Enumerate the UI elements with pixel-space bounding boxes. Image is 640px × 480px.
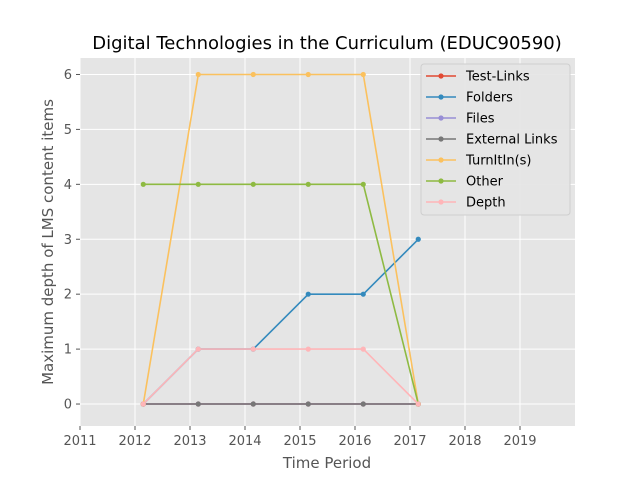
legend-label: External Links <box>466 133 558 148</box>
legend-item-other: Other <box>426 175 504 190</box>
data-point-other <box>360 181 366 187</box>
series-line-depth <box>142 348 419 405</box>
series-depth <box>140 346 421 407</box>
chart-title: Digital Technologies in the Curriculum (… <box>92 33 562 54</box>
legend-item-files: Files <box>426 112 495 127</box>
data-point-other <box>195 181 201 187</box>
series-layer <box>140 71 421 407</box>
legend-marker <box>438 115 444 121</box>
y-tick-label: 4 <box>64 178 72 193</box>
data-point-folders <box>360 291 366 297</box>
legend-item-turnitin-s: TurnItIn(s) <box>426 154 531 169</box>
y-tick-label: 6 <box>64 68 72 83</box>
y-tick-label: 3 <box>64 233 72 248</box>
series-external-links <box>140 401 421 407</box>
data-point-other <box>305 181 311 187</box>
legend-item-external-links: External Links <box>426 133 558 148</box>
data-point-turnitin-s <box>305 71 311 78</box>
series-line-turnitin-s <box>142 73 420 405</box>
data-point-depth <box>360 346 366 352</box>
x-axis-ticks: 2011 2012 2013 2014 2015 2016 2017 2018 2019 <box>63 426 537 449</box>
x-tick-label: 2019 <box>503 434 536 449</box>
y-axis-ticks: 0 1 2 3 4 5 6 <box>64 68 80 413</box>
legend-marker <box>438 73 444 79</box>
legend-item-test-links: Test-Links <box>426 70 530 85</box>
data-point-folders <box>305 291 311 297</box>
legend-label: Other <box>466 175 504 190</box>
legend-marker <box>438 199 444 205</box>
x-tick-label: 2017 <box>393 434 426 449</box>
legend-item-folders: Folders <box>426 91 513 106</box>
data-point-external-links <box>305 401 311 407</box>
y-tick-label: 5 <box>64 123 72 138</box>
legend-marker <box>438 178 444 184</box>
legend: Test-Links Folders Files External Links Turn… <box>420 63 571 216</box>
data-point-depth <box>305 346 311 352</box>
x-tick-label: 2018 <box>448 434 481 449</box>
data-point-turnitin-s <box>195 71 201 78</box>
legend-marker <box>438 136 444 142</box>
x-tick-label: 2015 <box>283 434 316 449</box>
data-point-folders <box>415 236 421 242</box>
legend-label: TurnItIn(s) <box>465 154 531 169</box>
legend-box <box>420 63 571 216</box>
series-line-other <box>143 183 420 405</box>
data-point-depth <box>415 401 421 407</box>
y-tick-label: 2 <box>64 288 72 303</box>
legend-marker <box>438 94 444 100</box>
y-tick-label: 1 <box>64 343 72 358</box>
y-axis-label: Maximum depth of LMS content items <box>39 99 57 385</box>
x-tick-label: 2014 <box>228 434 261 449</box>
data-point-external-links <box>360 401 366 407</box>
x-tick-label: 2011 <box>63 434 96 449</box>
data-point-depth <box>250 346 256 352</box>
x-tick-label: 2012 <box>118 434 151 449</box>
data-point-other <box>140 181 146 187</box>
x-tick-label: 2016 <box>338 434 371 449</box>
legend-label: Test-Links <box>465 70 530 85</box>
data-point-depth <box>195 346 201 352</box>
data-point-external-links <box>250 401 256 407</box>
data-point-turnitin-s <box>360 71 366 78</box>
legend-label: Depth <box>466 196 506 211</box>
y-tick-label: 0 <box>64 398 72 413</box>
legend-item-depth: Depth <box>426 196 506 211</box>
data-point-external-links <box>195 401 201 407</box>
legend-label: Folders <box>466 91 513 106</box>
data-point-depth <box>140 401 146 407</box>
legend-label: Files <box>466 112 495 127</box>
data-point-turnitin-s <box>250 71 256 78</box>
legend-marker <box>438 157 444 163</box>
x-tick-label: 2013 <box>173 434 206 449</box>
x-axis-label: Time Period <box>282 454 371 472</box>
data-point-other <box>250 181 256 187</box>
